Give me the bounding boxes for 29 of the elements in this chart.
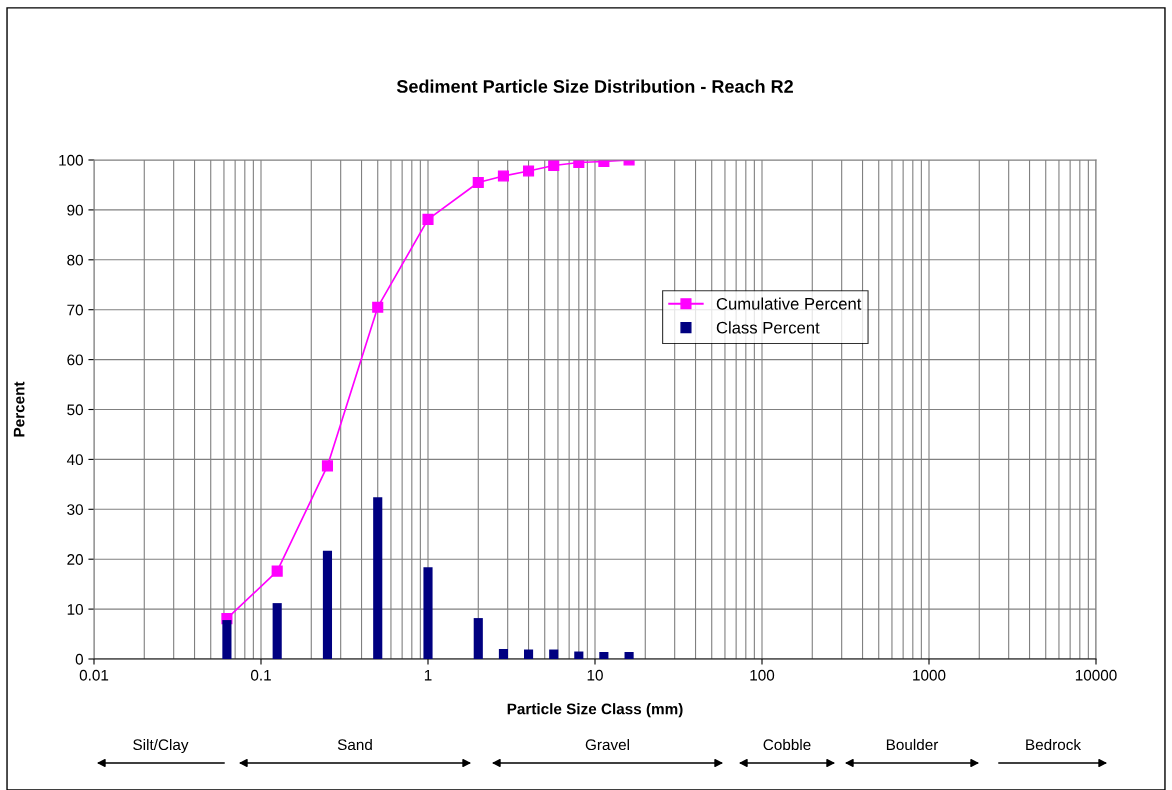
- y-tick-label: 100: [59, 154, 83, 166]
- x-tick-label: 10000: [1075, 669, 1117, 681]
- y-tick-label: 40: [66, 454, 83, 466]
- y-tick-label: 10: [67, 603, 83, 615]
- text: Sand: [337, 738, 372, 751]
- x-tick-label: 1000: [913, 669, 946, 681]
- y-tick-label: 80: [67, 254, 83, 266]
- y-axis-title: Percent: [13, 381, 25, 437]
- text: Silt/Clay: [133, 738, 189, 754]
- x-tick-label: 100: [750, 669, 775, 681]
- x-tick-label: 1: [424, 669, 432, 681]
- x-tick-label: 0.1: [250, 669, 271, 681]
- x-axis-title: Particle Size Class (mm): [507, 703, 683, 718]
- legend-label: Class Percent: [716, 321, 820, 334]
- y-tick-label: 20: [67, 554, 83, 565]
- y-tick-label: 90: [67, 204, 83, 216]
- y-tick-label: 50: [67, 404, 83, 416]
- text: Boulder: [886, 738, 939, 751]
- text: Bedrock: [1026, 738, 1082, 751]
- text: Gravel: [585, 738, 629, 751]
- y-tick-label: 0: [75, 653, 83, 665]
- y-tick-label: 60: [67, 354, 83, 366]
- text: Cobble: [763, 738, 811, 751]
- x-tick-label: 10: [587, 669, 603, 681]
- y-tick-label: 70: [67, 304, 83, 316]
- x-tick-label: 0.01: [79, 669, 109, 681]
- y-tick-label: 30: [67, 504, 83, 515]
- legend-label: Cumulative Percent: [716, 297, 862, 310]
- chart-title: Sediment Particle Size Distribution - Reach R2: [396, 79, 793, 93]
